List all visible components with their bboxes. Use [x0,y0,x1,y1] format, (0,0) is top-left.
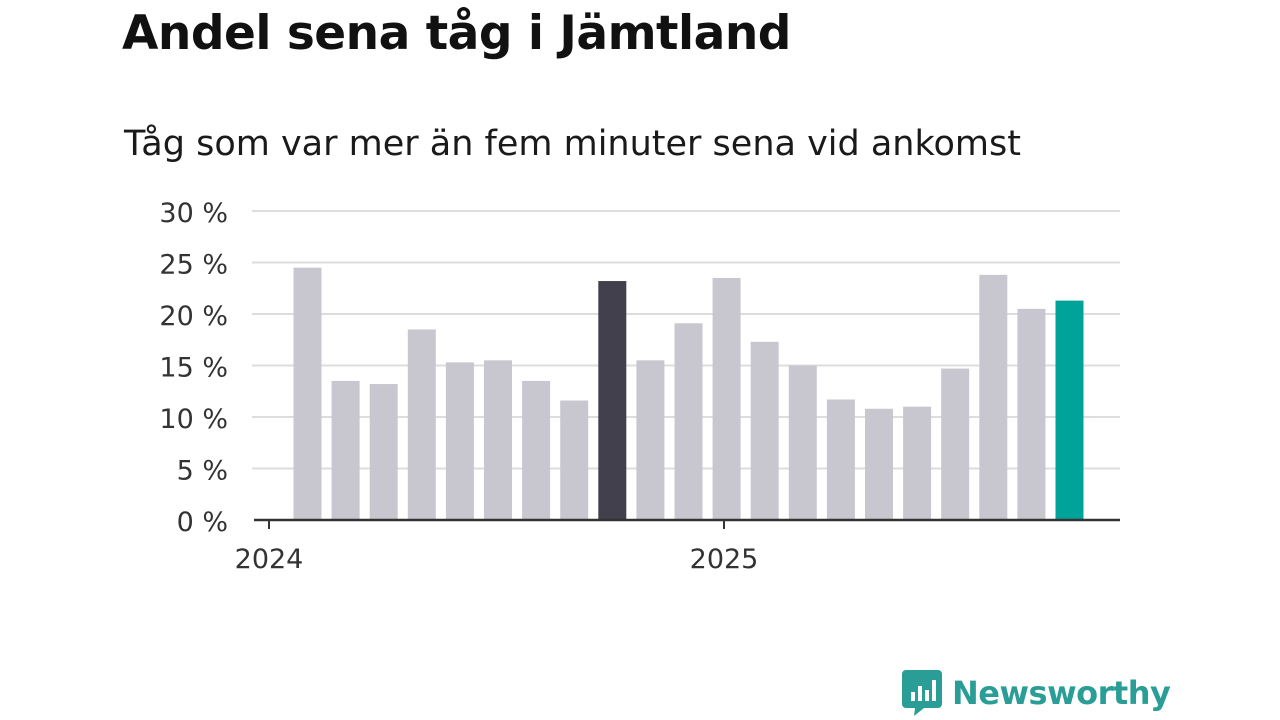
bar [598,281,627,520]
y-tick-label: 5 % [177,456,228,487]
newsworthy-logo[interactable]: Newsworthy [902,670,1171,716]
bar [750,341,779,520]
bar [674,323,703,520]
y-tick-label: 20 % [159,301,228,332]
bar [1017,308,1046,520]
x-tick-label: 2024 [235,544,304,575]
bar [636,360,665,520]
y-tick-label: 25 % [159,250,228,281]
y-tick-label: 15 % [159,353,228,384]
bar [941,368,970,520]
bar [331,380,360,520]
bar [369,384,398,520]
bar [522,380,551,520]
bar [1055,300,1084,520]
bar [788,365,817,520]
bar-chart: 0 % 5 % 10 % 15 % 20 % 25 % 30 % 2024 2025 [159,198,1120,575]
bar [560,400,589,520]
bar [407,329,436,520]
y-tick-label: 10 % [159,404,228,435]
bar [293,267,322,520]
x-tick-label: 2025 [690,544,759,575]
y-axis-ticks: 0 % 5 % 10 % 15 % 20 % 25 % 30 % [159,198,228,538]
chart-title: Andel sena tåg i Jämtland [122,6,791,61]
y-tick-label: 0 % [177,507,228,538]
bars [293,267,1084,520]
bar [979,274,1008,520]
bar [484,360,512,520]
bar [903,406,932,520]
bar [865,408,893,520]
bar [826,399,855,520]
y-tick-label: 30 % [159,198,228,229]
newsworthy-logo-icon [902,670,942,716]
x-axis: 2024 2025 [235,518,1120,575]
chart-subtitle: Tåg som var mer än fem minuter sena vid … [124,124,1021,164]
bar [445,362,474,520]
newsworthy-logo-text: Newsworthy [952,674,1171,712]
bar [712,277,741,520]
